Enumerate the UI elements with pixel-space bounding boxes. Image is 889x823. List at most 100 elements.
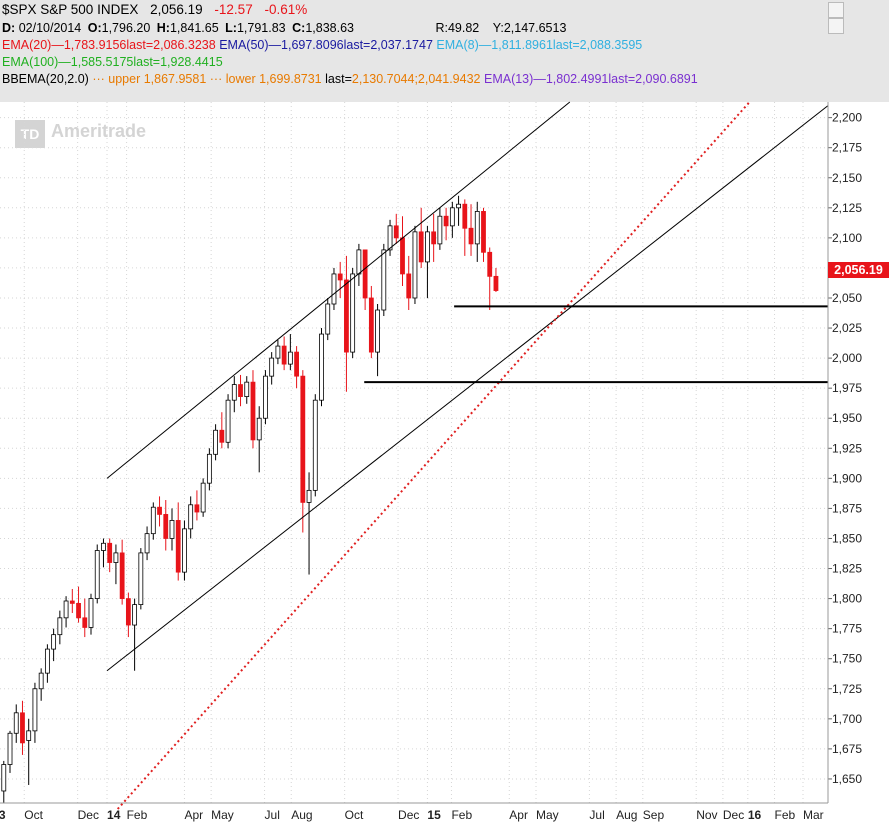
candle-up — [150, 502, 156, 540]
candle-body — [44, 648, 50, 674]
y-tick-label: 2,175 — [832, 141, 862, 155]
candle-down — [493, 267, 499, 292]
candle-up — [144, 526, 150, 561]
candle-up — [200, 478, 206, 517]
candle-up — [38, 668, 44, 701]
y-tick-label: 1,950 — [832, 411, 862, 425]
candle-body — [418, 231, 424, 263]
trendline-dotted — [116, 101, 751, 810]
x-tick-label: Jul — [589, 808, 604, 822]
candle-body — [82, 617, 88, 628]
y-tick-label: 2,150 — [832, 171, 862, 185]
candle-body — [481, 211, 486, 253]
watermark-text: Ameritrade — [51, 121, 147, 141]
y-tick-label: 1,925 — [832, 441, 862, 455]
x-tick-label: Jul — [265, 808, 280, 822]
candle-body — [101, 542, 106, 551]
ema50-label: EMA(50) — [219, 38, 269, 52]
candle-body — [144, 533, 150, 554]
candle-body — [63, 600, 69, 619]
candle-body — [138, 552, 144, 606]
candle-up — [312, 394, 318, 497]
candle-up — [169, 508, 175, 551]
candle-body — [462, 203, 468, 229]
ema20-value: 1,783.9156 — [63, 38, 127, 52]
candle-down — [294, 346, 299, 389]
candle-body — [150, 506, 156, 535]
candle-down — [481, 207, 486, 262]
candle-body — [300, 375, 306, 503]
candle-body — [325, 303, 331, 335]
low-value: 1,791.83 — [236, 21, 286, 35]
candle-up — [356, 243, 362, 286]
candle-body — [1, 764, 7, 792]
expand-button[interactable] — [828, 18, 844, 34]
collapse-button[interactable] — [828, 2, 844, 18]
candle-body — [163, 514, 169, 539]
candle-body — [362, 249, 368, 299]
candle-up — [350, 267, 356, 359]
date-label: D: — [2, 21, 16, 35]
candle-body — [51, 634, 57, 650]
y-tick-label: 1,650 — [832, 772, 862, 786]
candle-down — [362, 249, 368, 311]
price-badge: 2,056.19 — [828, 262, 889, 278]
candle-body — [94, 550, 100, 599]
channel-lower-line — [106, 105, 829, 672]
x-tick-label: Feb — [451, 808, 472, 822]
candle-body — [456, 203, 461, 209]
candle-body — [437, 215, 443, 245]
candle-body — [206, 453, 212, 484]
ema100-label: EMA(100) — [2, 55, 59, 69]
candle-body — [69, 600, 75, 604]
candle-up — [26, 718, 32, 785]
candle-body — [493, 275, 499, 291]
candle-body — [125, 598, 131, 626]
grid — [0, 102, 828, 803]
candle-up — [113, 544, 119, 585]
ema100-value: 1,585.5175 — [70, 55, 134, 69]
candle-up — [244, 376, 250, 404]
x-tick-label: Feb — [775, 808, 796, 822]
candle-body — [244, 381, 250, 397]
candle-body — [88, 598, 94, 628]
symbol-line: $SPX S&P 500 INDEX 2,056.19 -12.57 -0.61… — [2, 1, 307, 18]
candle-body — [38, 672, 44, 690]
candle-down — [418, 207, 424, 268]
candle-body — [312, 399, 318, 491]
candle-body — [169, 520, 175, 539]
open-label: O: — [87, 21, 102, 35]
x-tick-label: Aug — [616, 808, 637, 822]
candle-down — [107, 538, 113, 573]
ema13-value: 1,802.4991 — [545, 72, 609, 86]
bb-lower: lower 1,699.8731 — [225, 72, 322, 86]
candle-up — [306, 472, 312, 575]
y-tick-label: 2,000 — [832, 351, 862, 365]
candle-up — [456, 195, 461, 226]
candle-body — [263, 375, 268, 419]
ema20-last: last=2,086.3238 — [126, 38, 216, 52]
candle-down — [119, 539, 125, 605]
candle-up — [206, 448, 212, 491]
x-tick-label: Apr — [509, 808, 528, 822]
ema100-last: last=1,928.4415 — [133, 55, 223, 69]
candle-body — [487, 251, 493, 277]
candle-up — [63, 596, 69, 628]
candle-body — [387, 225, 393, 251]
x-tick-label: Nov — [696, 808, 717, 822]
ema13-label: EMA(13) — [483, 72, 534, 86]
candle-body — [250, 381, 256, 441]
candle-body — [287, 351, 293, 365]
bb-line: BBEMA(20,2.0) ··· upper 1,867.9581 ··· l… — [2, 71, 698, 88]
y-tick-label: 2,200 — [832, 111, 862, 125]
ema50-dash: — — [268, 38, 282, 52]
ema13-last: last=2,090.6891 — [608, 72, 698, 86]
candle-down — [219, 412, 225, 449]
candle-body — [344, 279, 349, 353]
chart-header: $SPX S&P 500 INDEX 2,056.19 -12.57 -0.61… — [0, 0, 889, 102]
open-value: 1,796.20 — [101, 21, 151, 35]
high-value: 1,841.65 — [169, 21, 219, 35]
candle-down — [281, 336, 287, 371]
low-label: L: — [225, 21, 237, 35]
